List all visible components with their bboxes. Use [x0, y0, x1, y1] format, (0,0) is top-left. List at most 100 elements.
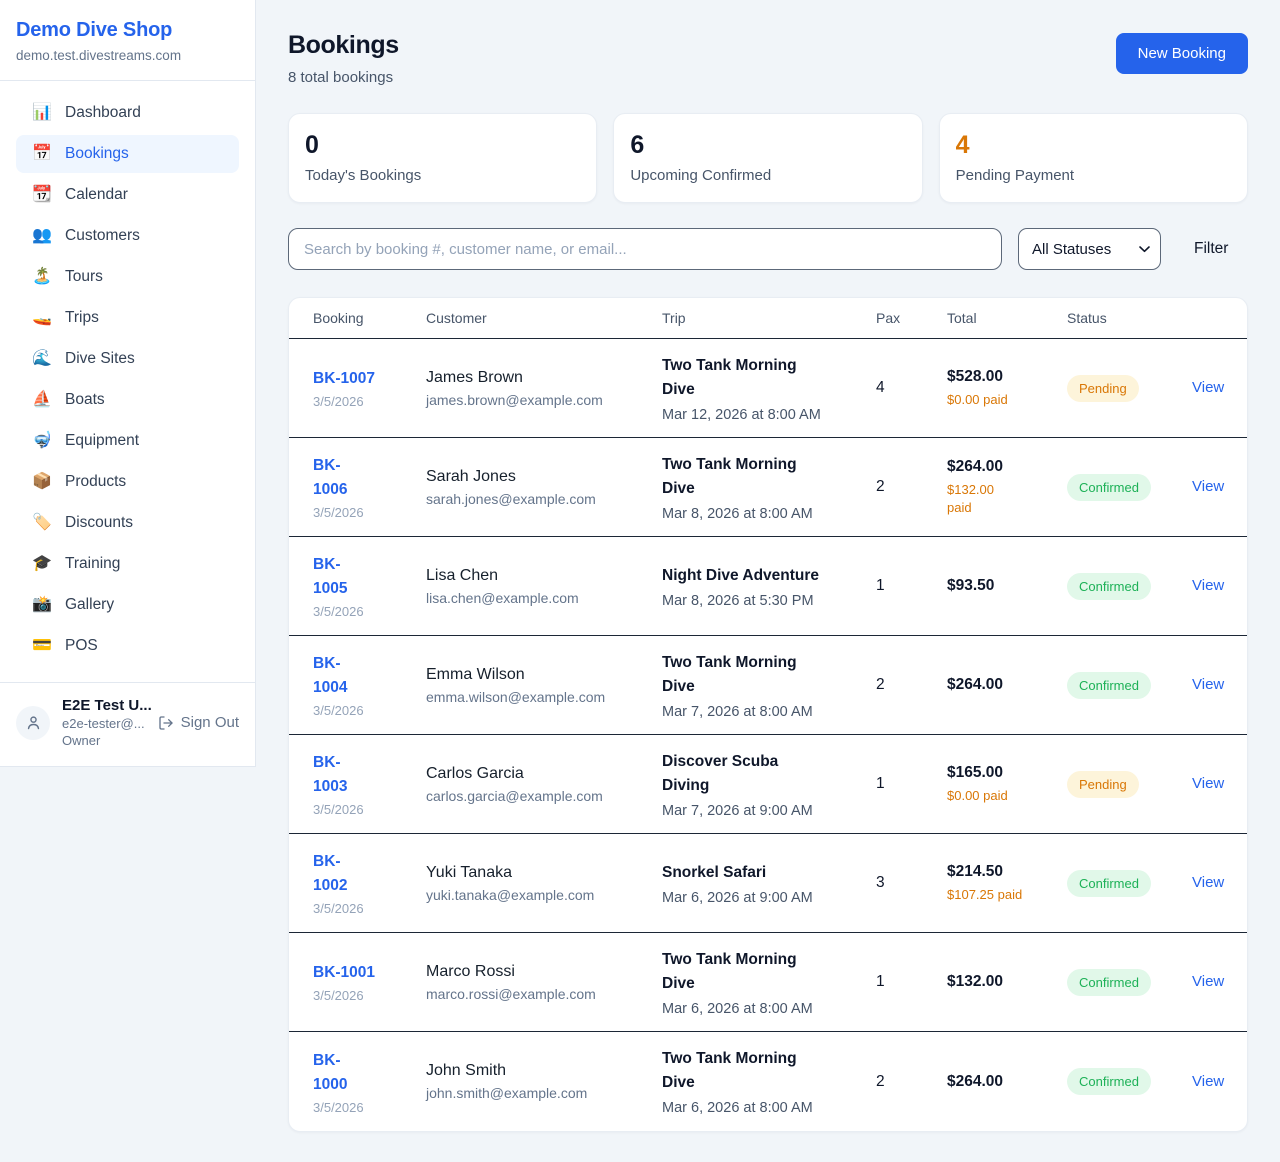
column-header-booking: Booking	[313, 310, 364, 326]
stat-value: 4	[955, 131, 970, 159]
brand-title[interactable]: Demo Dive Shop	[16, 19, 173, 41]
status-badge: Confirmed	[1067, 1068, 1151, 1095]
bookings-table: Booking Customer Trip Pax Total Status B…	[288, 297, 1248, 1132]
table-row: BK- 1000 3/5/2026 John Smith john.smith@…	[289, 1032, 1247, 1131]
view-link[interactable]: View	[1192, 973, 1225, 990]
trip-datetime: Mar 8, 2026 at 5:30 PM	[662, 592, 814, 609]
total-amount: $214.50	[947, 862, 1004, 880]
trips-icon: 🚤	[32, 309, 52, 326]
trip-name: Two Tank Morning Dive	[662, 356, 797, 398]
view-link[interactable]: View	[1192, 676, 1225, 693]
paid-amount: $0.00 paid	[947, 391, 1008, 407]
customer-email: sarah.jones@example.com	[426, 490, 596, 507]
sidebar-item-dashboard[interactable]: 📊 Dashboard	[16, 94, 239, 132]
paid-amount: $0.00 paid	[947, 787, 1008, 803]
stat-value: 0	[305, 131, 319, 159]
sidebar-item-dive-sites[interactable]: 🌊 Dive Sites	[16, 340, 239, 378]
trip-datetime: Mar 6, 2026 at 8:00 AM	[662, 1000, 813, 1017]
customer-email: emma.wilson@example.com	[426, 688, 606, 705]
sidebar-item-gallery[interactable]: 📸 Gallery	[16, 586, 239, 624]
booking-id-link[interactable]: BK- 1003	[313, 754, 348, 795]
sidebar-item-label: Calendar	[65, 186, 128, 203]
view-link[interactable]: View	[1192, 478, 1225, 495]
booking-date: 3/5/2026	[313, 802, 364, 817]
view-link[interactable]: View	[1192, 577, 1225, 594]
pax-count: 2	[876, 676, 885, 693]
trip-name: Snorkel Safari	[662, 863, 767, 881]
status-badge: Confirmed	[1067, 473, 1151, 501]
view-link[interactable]: View	[1192, 775, 1225, 792]
sidebar-item-discounts[interactable]: 🏷️ Discounts	[16, 504, 239, 542]
column-header-status: Status	[1067, 310, 1107, 326]
sidebar: Demo Dive Shop demo.test.divestreams.com…	[0, 0, 256, 767]
sidebar-item-label: Dashboard	[65, 104, 141, 121]
dashboard-icon: 📊	[32, 104, 52, 121]
sidebar-item-boats[interactable]: ⛵ Boats	[16, 381, 239, 419]
sidebar-item-label: Boats	[65, 391, 105, 408]
booking-id-link[interactable]: BK-1007	[313, 370, 376, 387]
sign-out-button[interactable]: Sign Out	[158, 714, 239, 731]
sign-out-label: Sign Out	[180, 714, 239, 731]
booking-date: 3/5/2026	[313, 703, 364, 718]
sidebar-item-customers[interactable]: 👥 Customers	[16, 217, 239, 255]
booking-id-link[interactable]: BK- 1005	[313, 556, 348, 597]
pax-count: 2	[876, 1072, 885, 1090]
sidebar-item-label: Customers	[65, 227, 140, 244]
user-block: E2E Test U... e2e-tester@... Owner Sign …	[0, 682, 255, 766]
brand-block: Demo Dive Shop demo.test.divestreams.com	[0, 0, 255, 81]
pax-count: 3	[876, 874, 885, 891]
sidebar-item-bookings[interactable]: 📅 Bookings	[16, 135, 239, 173]
page-subtitle: 8 total bookings	[288, 69, 394, 86]
table-row: BK- 1002 3/5/2026 Yuki Tanaka yuki.tanak…	[289, 834, 1247, 933]
sidebar-item-products[interactable]: 📦 Products	[16, 463, 239, 501]
trip-datetime: Mar 7, 2026 at 9:00 AM	[662, 802, 813, 819]
filter-row: All Statuses Filter	[288, 228, 1248, 270]
user-meta: E2E Test U... e2e-tester@... Owner	[62, 697, 152, 748]
view-link[interactable]: View	[1192, 379, 1225, 396]
bookings-icon: 📅	[32, 145, 52, 162]
sidebar-item-label: Trips	[65, 309, 99, 326]
stat-value: 6	[630, 131, 645, 159]
user-role: Owner	[62, 733, 101, 748]
view-link[interactable]: View	[1192, 874, 1225, 891]
products-icon: 📦	[32, 473, 52, 490]
sidebar-item-training[interactable]: 🎓 Training	[16, 545, 239, 583]
boats-icon: ⛵	[32, 391, 52, 408]
search-input[interactable]	[288, 228, 1002, 270]
user-icon	[25, 714, 42, 731]
trip-name: Two Tank Morning Dive	[662, 950, 797, 992]
booking-id-link[interactable]: BK- 1000	[313, 1051, 348, 1093]
pax-count: 2	[876, 478, 885, 495]
sidebar-nav: 📊 Dashboard 📅 Bookings 📆 Calendar 👥 Cust…	[0, 81, 255, 674]
status-select[interactable]: All Statuses	[1018, 228, 1161, 270]
sidebar-item-trips[interactable]: 🚤 Trips	[16, 299, 239, 337]
column-header-customer: Customer	[426, 310, 487, 326]
filter-button[interactable]: Filter	[1194, 240, 1229, 257]
sidebar-item-label: Tours	[65, 268, 103, 285]
sidebar-item-equipment[interactable]: 🤿 Equipment	[16, 422, 239, 460]
status-badge: Pending	[1067, 770, 1139, 798]
view-link[interactable]: View	[1192, 1072, 1225, 1090]
booking-date: 3/5/2026	[313, 604, 364, 619]
total-amount: $165.00	[947, 763, 1004, 781]
sidebar-item-calendar[interactable]: 📆 Calendar	[16, 176, 239, 214]
booking-id-link[interactable]: BK- 1004	[313, 655, 348, 696]
trip-name: Two Tank Morning Dive	[662, 653, 797, 695]
total-amount: $264.00	[947, 676, 1004, 693]
gallery-icon: 📸	[32, 596, 52, 613]
pax-count: 1	[876, 775, 885, 792]
booking-id-link[interactable]: BK-1001	[313, 964, 376, 981]
booking-id-link[interactable]: BK- 1006	[313, 457, 348, 498]
booking-id-link[interactable]: BK- 1002	[313, 853, 348, 894]
table-row: BK- 1006 3/5/2026 Sarah Jones sarah.jone…	[289, 438, 1247, 537]
sidebar-item-pos[interactable]: 💳 POS	[16, 627, 239, 665]
sidebar-item-tours[interactable]: 🏝️ Tours	[16, 258, 239, 296]
customer-name: James Brown	[426, 368, 523, 386]
sidebar-item-label: POS	[65, 637, 98, 654]
new-booking-button[interactable]: New Booking	[1115, 33, 1248, 74]
trip-name: Night Dive Adventure	[662, 566, 820, 584]
customer-name: Yuki Tanaka	[426, 863, 512, 881]
column-header-total: Total	[947, 310, 977, 326]
stat-card: 6 Upcoming Confirmed	[613, 113, 923, 203]
calendar-icon: 📆	[32, 186, 52, 203]
